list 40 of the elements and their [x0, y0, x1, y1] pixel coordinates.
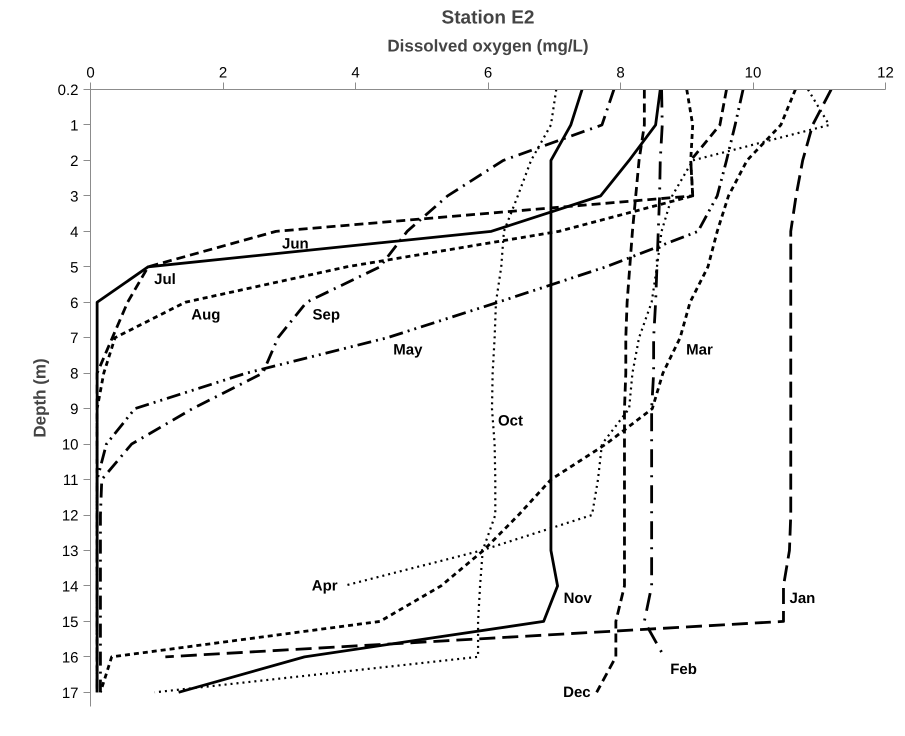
annotation: Jul — [154, 270, 176, 288]
annotation: Feb — [670, 660, 697, 678]
annotation: Aug — [191, 306, 220, 324]
annotation: Oct — [498, 412, 523, 430]
y-tick-label: 4 — [70, 224, 78, 241]
x-axis-title: Dissolved oxygen (mg/L) — [387, 36, 589, 56]
annotation: Apr — [312, 577, 338, 594]
y-tick-label: 16 — [62, 649, 79, 666]
x-tick-label: 12 — [877, 64, 894, 82]
annotation: Sep — [312, 306, 340, 324]
y-tick-label: 2 — [70, 152, 78, 170]
y-tick-label: 9 — [70, 401, 78, 418]
y-tick-label: 10 — [62, 436, 79, 454]
x-tick-label: 8 — [616, 64, 625, 82]
annotation: Dec — [563, 684, 591, 701]
y-tick-label: 8 — [70, 366, 78, 383]
y-tick-label: 0.2 — [58, 82, 79, 99]
annotation: Jan — [789, 590, 816, 607]
y-tick-label: 6 — [70, 294, 78, 312]
annotation: Jun — [282, 235, 309, 252]
y-tick-label: 1 — [70, 117, 78, 134]
y-tick-label: 7 — [70, 330, 78, 348]
annotation: Mar — [686, 342, 713, 359]
x-tick-label: 0 — [86, 64, 95, 82]
y-tick-label: 11 — [62, 472, 79, 490]
y-tick-label: 5 — [70, 259, 78, 276]
x-tick-label: 2 — [218, 64, 228, 82]
x-tick-label: 6 — [484, 64, 492, 82]
annotation: May — [393, 342, 424, 359]
x-tick-label: 10 — [744, 64, 762, 82]
y-tick-label: 17 — [62, 684, 79, 702]
y-tick-label: 13 — [62, 542, 79, 560]
annotation: Nov — [564, 590, 593, 607]
y-tick-label: 14 — [62, 578, 79, 596]
y-tick-label: 15 — [62, 614, 79, 631]
y-axis-title: Depth (m) — [30, 358, 50, 438]
chart-title: Station E2 — [442, 8, 534, 28]
x-tick-label: 4 — [351, 64, 360, 82]
y-tick-label: 12 — [62, 508, 79, 525]
y-tick-label: 3 — [70, 188, 78, 206]
